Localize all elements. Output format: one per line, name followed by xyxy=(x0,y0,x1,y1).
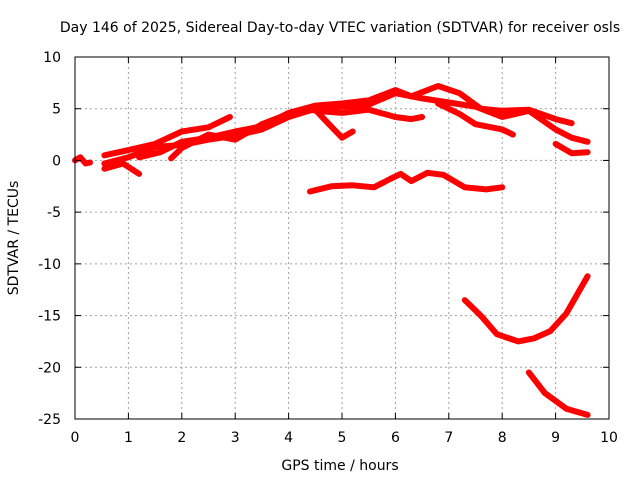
x-tick-label: 6 xyxy=(391,430,400,446)
series-arc-4 xyxy=(101,160,143,177)
series-arc-7 xyxy=(312,106,426,123)
y-tick-label: -15 xyxy=(38,309,61,325)
x-tick-label: 2 xyxy=(177,430,186,446)
x-tick-label: 0 xyxy=(71,430,80,446)
x-tick-label: 5 xyxy=(338,430,347,446)
y-tick-label: -5 xyxy=(47,205,61,221)
x-tick-label: 3 xyxy=(231,430,240,446)
series-arc-5 xyxy=(136,83,575,161)
y-tick-label: 10 xyxy=(43,50,61,66)
y-tick-label: -25 xyxy=(38,412,61,428)
axis-ticks: 0 1 2 3 4 5 6 7 8 9 10 10 5 0 -5 -10 -15 -20 -25 xyxy=(38,50,618,446)
y-tick-label: 0 xyxy=(52,153,61,169)
x-tick-label: 4 xyxy=(284,430,293,446)
x-axis-label: GPS time / hours xyxy=(281,458,398,474)
data-series xyxy=(72,83,591,418)
series-arc-2 xyxy=(101,114,233,159)
series-arc-9 xyxy=(307,169,506,195)
series-arc-12 xyxy=(525,369,591,418)
x-tick-label: 9 xyxy=(551,430,560,446)
x-tick-label: 1 xyxy=(124,430,133,446)
series-arc-11 xyxy=(461,273,591,345)
x-tick-label: 10 xyxy=(600,430,618,446)
series-arc-8 xyxy=(435,100,516,138)
y-axis-label: SDTVAR / TECUs xyxy=(6,181,22,296)
chart-title: Day 146 of 2025, Sidereal Day-to-day VTE… xyxy=(60,20,620,36)
y-tick-label: -20 xyxy=(38,360,61,376)
series-arc-6 xyxy=(168,106,356,162)
x-tick-label: 8 xyxy=(498,430,507,446)
series-arc-10 xyxy=(552,140,591,157)
y-tick-label: -10 xyxy=(38,257,61,273)
y-tick-label: 5 xyxy=(52,102,61,118)
x-tick-label: 7 xyxy=(444,430,453,446)
series-arc-1 xyxy=(72,154,93,167)
